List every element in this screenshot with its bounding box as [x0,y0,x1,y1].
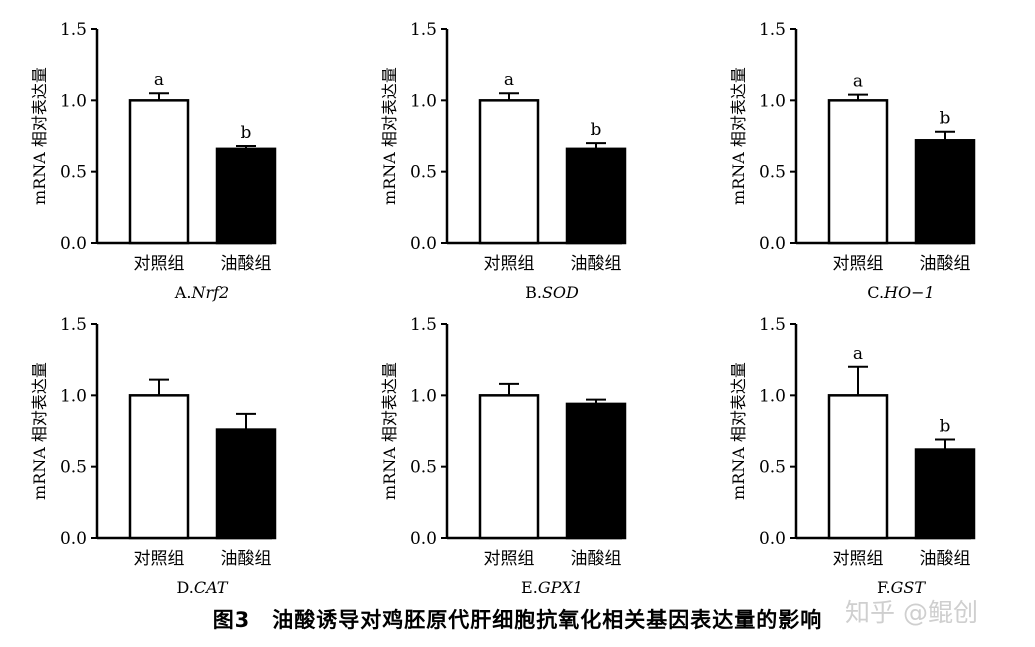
panel-title: D.CAT [177,578,229,597]
y-tick-label: 1.0 [410,91,437,111]
bar [914,139,976,245]
y-axis-label: mRNA 相对表达量 [380,67,399,205]
bar [914,448,976,540]
y-tick-label: 0.0 [759,529,786,549]
panel-prefix: D. [177,578,194,597]
y-axis-label: mRNA 相对表达量 [729,67,748,205]
significance-label: b [940,109,951,129]
panel-title: B.SOD [525,283,579,302]
gene-name: SOD [542,283,579,302]
panel-title: A.Nrf2 [174,283,229,302]
panel-prefix: A. [174,283,192,302]
bar [565,147,627,245]
category-label: 对照组 [484,254,535,274]
y-tick-label: 1.5 [60,315,87,335]
bar [827,394,889,540]
gene-name: CAT [194,578,229,597]
significance-label: a [154,70,164,90]
y-tick-label: 0.5 [410,458,437,478]
y-tick-label: 0.5 [60,163,87,183]
gene-name: HO−1 [883,283,935,302]
y-tick-label: 0.5 [60,458,87,478]
figure-caption: 图3 油酸诱导对鸡胚原代肝细胞抗氧化相关基因表达量的影响 [212,608,823,632]
chart-panel-nrf2: 0.0 0.5 1.0 1.5 mRNA 相对表达量 a 对照组 b 油酸组 A.Nrf2 [30,20,277,302]
y-tick-label: 1.0 [60,91,87,111]
significance-label: a [504,70,514,90]
panel-prefix: F. [877,578,891,597]
panel-prefix: B. [525,283,542,302]
y-tick-label: 1.0 [759,386,786,406]
category-label: 对照组 [833,254,884,274]
bar [478,99,540,245]
bar [565,402,627,540]
y-tick-label: 0.0 [410,234,437,254]
significance-label: b [591,120,602,140]
chart-panel-ho1: 0.0 0.5 1.0 1.5 mRNA 相对表达量 a 对照组 b 油酸组 C.HO−1 [729,20,976,302]
watermark: 知乎 @鲲创 [845,598,978,627]
y-tick-label: 1.5 [759,20,786,40]
y-tick-label: 1.5 [410,315,437,335]
gene-name: GPX1 [538,578,583,597]
gene-name: GST [891,578,927,597]
chart-panel-gst: 0.0 0.5 1.0 1.5 mRNA 相对表达量 a 对照组 b 油酸组 F.GST [729,315,976,597]
y-axis-label: mRNA 相对表达量 [729,362,748,500]
bar [827,99,889,245]
bar [478,394,540,540]
significance-label: a [853,72,863,92]
significance-label: b [241,123,252,143]
y-tick-label: 0.5 [759,163,786,183]
y-tick-label: 0.0 [759,234,786,254]
y-axis-label: mRNA 相对表达量 [30,362,49,500]
y-tick-label: 0.0 [60,234,87,254]
chart-panel-sod: 0.0 0.5 1.0 1.5 mRNA 相对表达量 a 对照组 b 油酸组 B.SOD [380,20,627,302]
category-label: 油酸组 [571,549,622,569]
panel-prefix: E. [521,578,538,597]
bar [215,428,277,540]
category-label: 对照组 [833,549,884,569]
y-tick-label: 1.5 [759,315,786,335]
y-tick-label: 1.0 [60,386,87,406]
y-tick-label: 1.0 [410,386,437,406]
category-label: 油酸组 [571,254,622,274]
category-label: 油酸组 [221,549,272,569]
bar [128,394,190,540]
category-label: 对照组 [134,254,185,274]
y-tick-label: 1.0 [759,91,786,111]
category-label: 对照组 [134,549,185,569]
gene-name: Nrf2 [190,283,229,302]
y-axis-label: mRNA 相对表达量 [30,67,49,205]
y-tick-label: 0.5 [759,458,786,478]
category-label: 油酸组 [920,254,971,274]
y-axis-label: mRNA 相对表达量 [380,362,399,500]
category-label: 油酸组 [221,254,272,274]
panel-title: C.HO−1 [867,283,934,302]
y-tick-label: 0.5 [410,163,437,183]
y-tick-label: 0.0 [60,529,87,549]
panel-prefix: C. [867,283,884,302]
significance-label: b [940,417,951,437]
y-tick-label: 0.0 [410,529,437,549]
bar [128,99,190,245]
category-label: 对照组 [484,549,535,569]
category-label: 油酸组 [920,549,971,569]
y-tick-label: 1.5 [410,20,437,40]
bar [215,147,277,245]
significance-label: a [853,344,863,364]
y-tick-label: 1.5 [60,20,87,40]
panel-title: F.GST [877,578,926,597]
panel-title: E.GPX1 [521,578,583,597]
